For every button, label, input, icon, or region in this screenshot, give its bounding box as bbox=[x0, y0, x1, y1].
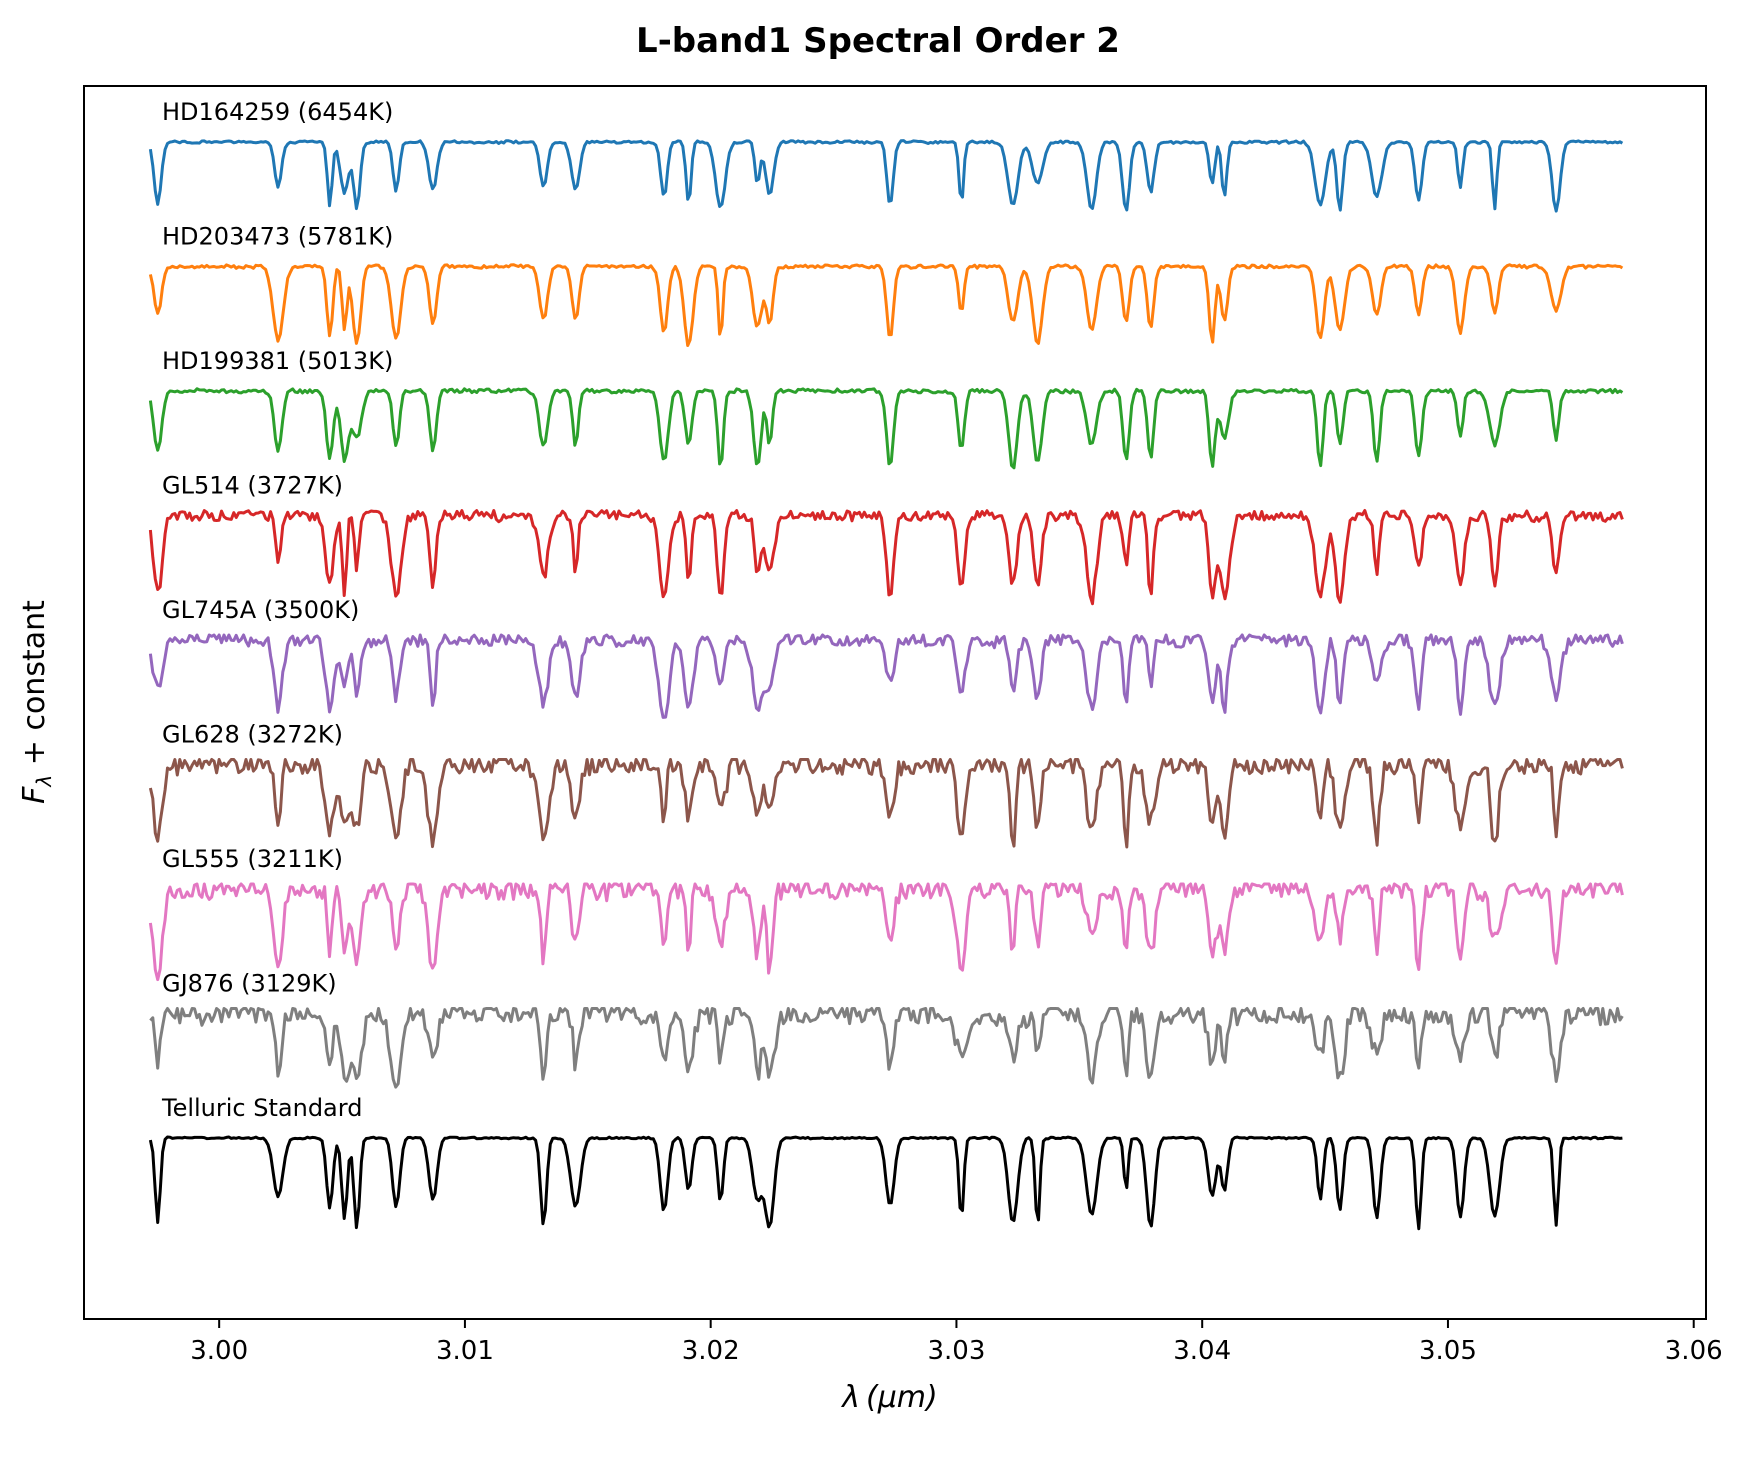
plot-frame bbox=[83, 85, 1707, 1320]
y-axis-label-rest: + constant bbox=[17, 600, 52, 775]
x-tick-label: 3.03 bbox=[927, 1336, 985, 1366]
x-axis: 3.00 3.01 3.02 3.03 3.04 3.05 3.06 bbox=[190, 1319, 1723, 1366]
series-label: Telluric Standard bbox=[161, 1094, 362, 1122]
x-tick-label: 3.00 bbox=[190, 1336, 248, 1366]
series-line bbox=[148, 509, 1624, 606]
series-label: HD203473 (5781K) bbox=[162, 223, 393, 251]
series-label: GL555 (3211K) bbox=[162, 845, 343, 873]
series-label: GJ876 (3129K) bbox=[162, 970, 337, 998]
series-line bbox=[149, 1007, 1624, 1089]
series-line bbox=[148, 1135, 1623, 1231]
x-tick-label: 3.02 bbox=[682, 1336, 740, 1366]
y-axis-label-base: F bbox=[17, 786, 52, 804]
series-line bbox=[148, 139, 1624, 213]
series-layer bbox=[148, 139, 1624, 1231]
series-line bbox=[148, 882, 1624, 982]
series-line bbox=[148, 387, 1624, 470]
series-line bbox=[148, 263, 1624, 347]
x-tick-label: 3.01 bbox=[436, 1336, 494, 1366]
x-axis-label: λ (μm) bbox=[840, 1380, 937, 1415]
x-tick-label: 3.06 bbox=[1665, 1336, 1723, 1366]
series-line bbox=[148, 633, 1624, 719]
series-label: HD164259 (6454K) bbox=[162, 98, 393, 126]
series-label: GL745A (3500K) bbox=[162, 596, 359, 624]
x-axis-label-unit: (μm) bbox=[866, 1380, 938, 1415]
y-axis-label: Fλ + constant bbox=[17, 600, 56, 804]
series-label: GL628 (3272K) bbox=[162, 721, 343, 749]
series-labels: HD164259 (6454K) HD203473 (5781K) HD199381… bbox=[161, 98, 393, 1122]
series-label: GL514 (3727K) bbox=[162, 472, 343, 500]
series-line bbox=[148, 758, 1624, 849]
x-tick-label: 3.04 bbox=[1173, 1336, 1231, 1366]
chart-title: L-band1 Spectral Order 2 bbox=[636, 21, 1120, 61]
series-label: HD199381 (5013K) bbox=[162, 347, 393, 375]
x-tick-label: 3.05 bbox=[1419, 1336, 1477, 1366]
y-axis-label-sub: λ bbox=[32, 775, 56, 788]
x-axis-label-symbol: λ bbox=[840, 1380, 860, 1415]
